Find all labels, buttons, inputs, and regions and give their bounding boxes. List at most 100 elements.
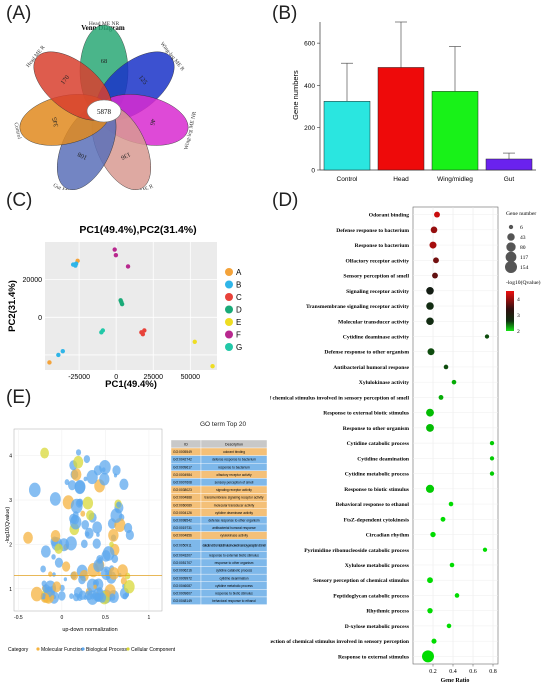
e-bubble xyxy=(108,528,119,542)
d-point xyxy=(489,440,495,446)
go-table-id: GO:0009617 xyxy=(173,465,192,469)
d-point xyxy=(482,547,488,552)
b-ylabel: Gene numbers xyxy=(291,70,300,120)
e-bubble xyxy=(54,543,63,554)
d-term-label: Response to biotic stimulus xyxy=(344,487,410,493)
e-bubble xyxy=(47,586,52,592)
e-bubble xyxy=(75,449,82,456)
venn-petal-value: 170 xyxy=(60,74,72,86)
c-point xyxy=(56,352,61,358)
go-table-id: GO:0005549 xyxy=(173,450,192,454)
e-ylabel: -log10(Qvalue) xyxy=(5,507,11,544)
go-table-id: GO:0006216 xyxy=(173,569,192,573)
panel-label-a: (A) xyxy=(6,3,32,24)
d-point xyxy=(430,531,436,538)
e-bubble xyxy=(92,593,97,599)
d-size-legend-label: 80 xyxy=(520,245,526,251)
go-bubble-scatter: -0.5 0 0.5 1 1 2 3 4 -log10(Qvalue) up-down nor… xyxy=(5,428,175,653)
go-table-desc: response to external biotic stimulus xyxy=(209,553,259,557)
go-table-desc: sensory perception of smell xyxy=(215,481,254,485)
e-bubble xyxy=(92,521,103,534)
venn-petal-label: Control xyxy=(12,122,22,140)
d-size-legend-dot xyxy=(505,251,517,263)
e-bubble xyxy=(80,539,88,549)
go-table-desc: antibacterial humoral response xyxy=(212,526,256,530)
b-bar xyxy=(431,91,479,171)
e-bubble xyxy=(111,554,119,564)
d-term-label: Sensory perception of chemical stimulus xyxy=(313,578,410,584)
e-bubble xyxy=(74,480,86,495)
e-bubble xyxy=(97,592,107,603)
c-point xyxy=(192,339,197,344)
e-bubble xyxy=(85,590,93,601)
c-point xyxy=(47,360,52,365)
d-term-label: Response to external biotic stimulus xyxy=(323,411,410,417)
e-bubble xyxy=(51,554,56,560)
c-ytick-label: 20000 xyxy=(23,277,43,284)
d-size-legend-dot xyxy=(507,233,515,241)
d-point xyxy=(489,471,495,476)
c-grid: -25000 0 25000 50000 0 20000 xyxy=(23,242,217,381)
d-point xyxy=(426,302,434,310)
d-point xyxy=(433,257,439,264)
go-table-desc: response to biotic stimulus xyxy=(215,591,253,595)
e-bubble xyxy=(68,480,77,491)
b-category-label: Gut xyxy=(504,176,515,183)
venn-petal-label: Head ME NR xyxy=(89,21,120,27)
go-table-id: GO:0048149 xyxy=(173,599,192,603)
c-point xyxy=(125,264,131,269)
d-term-labels: Odorant binding Defense response to bacte… xyxy=(270,213,410,661)
e-legend-swatch xyxy=(36,647,40,651)
d-color-tick-label: 2 xyxy=(517,329,520,335)
c-plot-area xyxy=(45,242,217,370)
go-table-desc: xylulokinase activity xyxy=(220,534,248,538)
c-legend-swatch xyxy=(225,280,233,289)
go-table-title: GO term Top 20 xyxy=(200,421,247,428)
e-bubble xyxy=(117,564,128,578)
go-table-id: GO:0004984 xyxy=(173,473,192,477)
e-bubble xyxy=(51,591,55,596)
c-ylabel: PC2(31.4%) xyxy=(7,280,18,332)
c-point xyxy=(113,252,119,258)
b-bars: Control Head Wing/midleg Gut xyxy=(323,21,533,183)
e-legend-swatch xyxy=(126,647,130,651)
d-size-legend-title: Gene number xyxy=(506,211,536,217)
go-table-id: GO:0038023 xyxy=(173,488,192,492)
c-legend-label: G xyxy=(236,343,242,352)
e-bubble xyxy=(69,593,74,600)
e-bubble xyxy=(23,531,33,544)
e-bubble xyxy=(63,577,68,582)
e-bubble xyxy=(69,515,82,530)
d-point xyxy=(440,516,446,522)
e-bubble xyxy=(124,522,133,534)
d-term-label: Transmembrane signaling receptor activit… xyxy=(306,304,409,310)
e-bubble xyxy=(40,545,51,558)
go-table-id: GO:0042742 xyxy=(173,458,192,462)
e-bubble xyxy=(78,590,87,600)
d-xlabel: Gene Ratio xyxy=(441,678,470,684)
e-bubble xyxy=(104,568,108,573)
go-table-desc: detection of chemical stimulus involved … xyxy=(203,544,266,548)
go-top20-table: ID Description GO:0005549 odorant binding GO… xyxy=(170,440,268,605)
d-point xyxy=(427,577,433,584)
c-title: PC1(49.4%),PC2(31.4%) xyxy=(79,224,196,236)
b-bar xyxy=(377,67,425,171)
e-bubble xyxy=(97,557,103,563)
c-legend-label: F xyxy=(236,331,241,340)
c-legend-label: D xyxy=(236,306,242,315)
venn-petal-value: 136 xyxy=(119,150,131,161)
venn-petal-value: 46 xyxy=(148,118,156,127)
c-point xyxy=(112,247,117,252)
e-bubble xyxy=(58,591,66,601)
go-table-desc: defense response to other organism xyxy=(208,519,259,523)
d-term-label: D-xylose metabolic process xyxy=(345,624,410,630)
c-point xyxy=(119,300,124,305)
d-point xyxy=(449,562,455,568)
d-point xyxy=(426,423,434,432)
d-grid: 0.2 0.4 0.6 0.8 xyxy=(413,207,498,675)
e-ytick-label: 4 xyxy=(9,454,12,460)
e-xlabel: up-down normalization xyxy=(62,627,117,633)
e-bubble xyxy=(123,580,135,594)
d-point xyxy=(427,607,433,614)
